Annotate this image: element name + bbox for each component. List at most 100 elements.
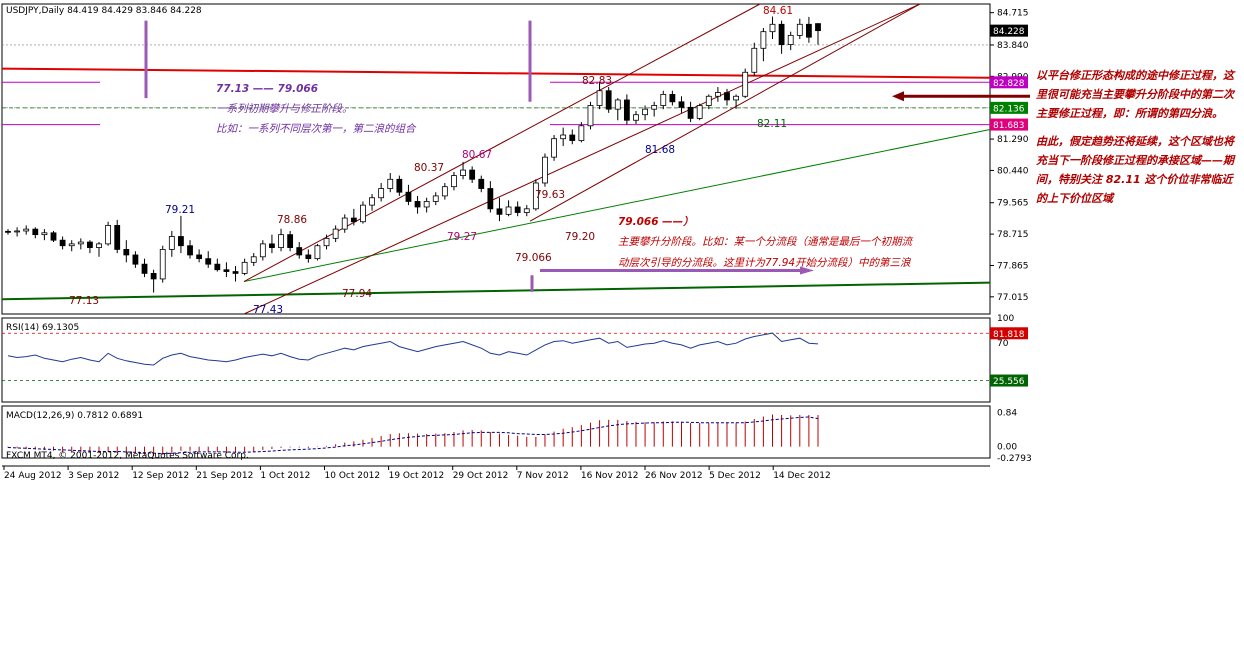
- candle-body: [168, 236, 175, 250]
- candle-body: [323, 237, 330, 247]
- price-tick-label: 84.715: [997, 9, 1029, 19]
- price-tag-82828: 82.828: [993, 79, 1025, 89]
- time-tick-label: 21 Sep 2012: [196, 471, 253, 481]
- swing-value-label: 79.21: [165, 204, 195, 216]
- candle-body: [460, 169, 466, 177]
- candle-body: [560, 134, 567, 140]
- candle-body: [469, 169, 476, 180]
- rsi-tick-label: 100: [997, 314, 1014, 324]
- time-tick-label: 12 Sep 2012: [132, 471, 189, 481]
- candle-body: [578, 125, 585, 141]
- side-notes: 以平台修正形态构成的途中修正过程，这里很可能充当主要攀升分阶段中的第二次主要修正…: [1036, 66, 1242, 217]
- candle-body: [587, 105, 594, 127]
- candle-body: [314, 245, 321, 260]
- rising-support-line: [243, 128, 991, 283]
- time-tick-label: 5 Dec 2012: [709, 471, 761, 481]
- candle-body: [77, 241, 84, 245]
- channel-lower-line-a: [243, 3, 921, 315]
- symbol-header: USDJPY,Daily 84.419 84.429 83.846 84.228: [6, 6, 202, 16]
- candle-body: [432, 195, 439, 202]
- red-resistance-line: [1, 67, 991, 79]
- candle-body: [523, 208, 530, 213]
- rsi-title: RSI(14) 69.1305: [6, 323, 79, 333]
- swing-value-label: 78.86: [277, 214, 307, 226]
- swing-value-label: 79.20: [565, 231, 595, 243]
- price-tick-label: 79.565: [997, 199, 1029, 209]
- rsi-level-tag: 81.818: [993, 330, 1025, 340]
- candle-body: [205, 258, 212, 265]
- in-chart-note: 77.13 —— 79.066: [216, 83, 318, 95]
- in-chart-note: 比如：一系列不同层次第一，第二浪的组合: [216, 123, 417, 135]
- time-tick-label: 16 Nov 2012: [581, 471, 639, 481]
- candle-body: [441, 186, 448, 197]
- candle-body: [369, 197, 375, 206]
- candle-body: [451, 175, 457, 188]
- candle-body: [605, 90, 612, 110]
- candle-body: [687, 106, 694, 119]
- candle-body: [496, 208, 503, 215]
- candle-body: [296, 247, 303, 256]
- candle-body: [32, 228, 39, 236]
- swing-value-label: 82.83: [582, 75, 612, 87]
- candle-body: [14, 230, 21, 233]
- candle-body: [569, 134, 576, 141]
- long-term-support-line: [1, 281, 991, 301]
- candle-body: [787, 34, 794, 45]
- macd-signal-line: [7, 416, 819, 455]
- last-price-tag: 84.228: [993, 27, 1025, 37]
- channel-lower-line-b: [529, 3, 921, 222]
- candle-body: [405, 191, 412, 202]
- candle-body: [223, 269, 230, 272]
- price-tag-81683: 81.683: [993, 121, 1025, 131]
- candle-body: [696, 105, 703, 119]
- candle-body: [551, 138, 557, 158]
- candle-body: [423, 201, 430, 208]
- candle-body: [250, 256, 257, 263]
- candle-body: [769, 23, 776, 33]
- candle-body: [187, 245, 193, 256]
- time-tick-label: 19 Oct 2012: [389, 471, 445, 481]
- candle-body: [96, 243, 102, 248]
- macd-tick-label: 0.84: [997, 409, 1017, 419]
- time-tick-label: 29 Oct 2012: [453, 471, 509, 481]
- candle-body: [478, 178, 485, 189]
- purple-arrow-head: [800, 266, 814, 275]
- candle-body: [660, 94, 667, 106]
- candle-body: [414, 201, 421, 208]
- swing-value-label: 79.066: [515, 252, 552, 264]
- side-note-1: 以平台修正形态构成的途中修正过程，这里很可能充当主要攀升分阶段中的第二次主要修正…: [1036, 69, 1234, 120]
- candle-body: [733, 95, 739, 101]
- candle-body: [50, 232, 57, 241]
- rsi-line: [7, 332, 819, 366]
- in-chart-note: 79.066 ——）: [618, 215, 694, 228]
- in-chart-note: 一系列初期攀升与修正阶段。: [216, 103, 353, 115]
- candle-body: [760, 31, 767, 49]
- candle-body: [669, 94, 676, 103]
- candle-body: [141, 263, 148, 274]
- candle-body: [815, 23, 821, 32]
- candle-body: [241, 261, 248, 274]
- swing-value-label: 81.68: [645, 144, 675, 156]
- candle-body: [651, 105, 658, 110]
- swing-value-label: 84.61: [763, 5, 793, 17]
- candle-body: [341, 217, 348, 230]
- swing-value-label: 82.11: [757, 118, 787, 130]
- candle-body: [105, 225, 112, 245]
- price-tick-label: 80.440: [997, 166, 1029, 176]
- time-tick-label: 14 Dec 2012: [773, 471, 831, 481]
- candle-body: [150, 273, 157, 280]
- candle-body: [87, 241, 93, 248]
- rsi-level-tag: 25.556: [993, 377, 1025, 387]
- price-tick-label: 77.865: [997, 261, 1029, 271]
- candle-body: [614, 99, 621, 110]
- time-tick-label: 10 Oct 2012: [325, 471, 381, 481]
- main-panel-frame: [1, 3, 991, 315]
- macd-tick-label: 0.00: [997, 443, 1017, 453]
- rsi-panel-frame: [1, 317, 991, 403]
- candle-body: [350, 217, 357, 223]
- candle-body: [68, 243, 75, 247]
- candle-body: [705, 95, 712, 106]
- candle-body: [5, 230, 11, 233]
- candle-body: [751, 47, 758, 73]
- candle-body: [332, 228, 339, 239]
